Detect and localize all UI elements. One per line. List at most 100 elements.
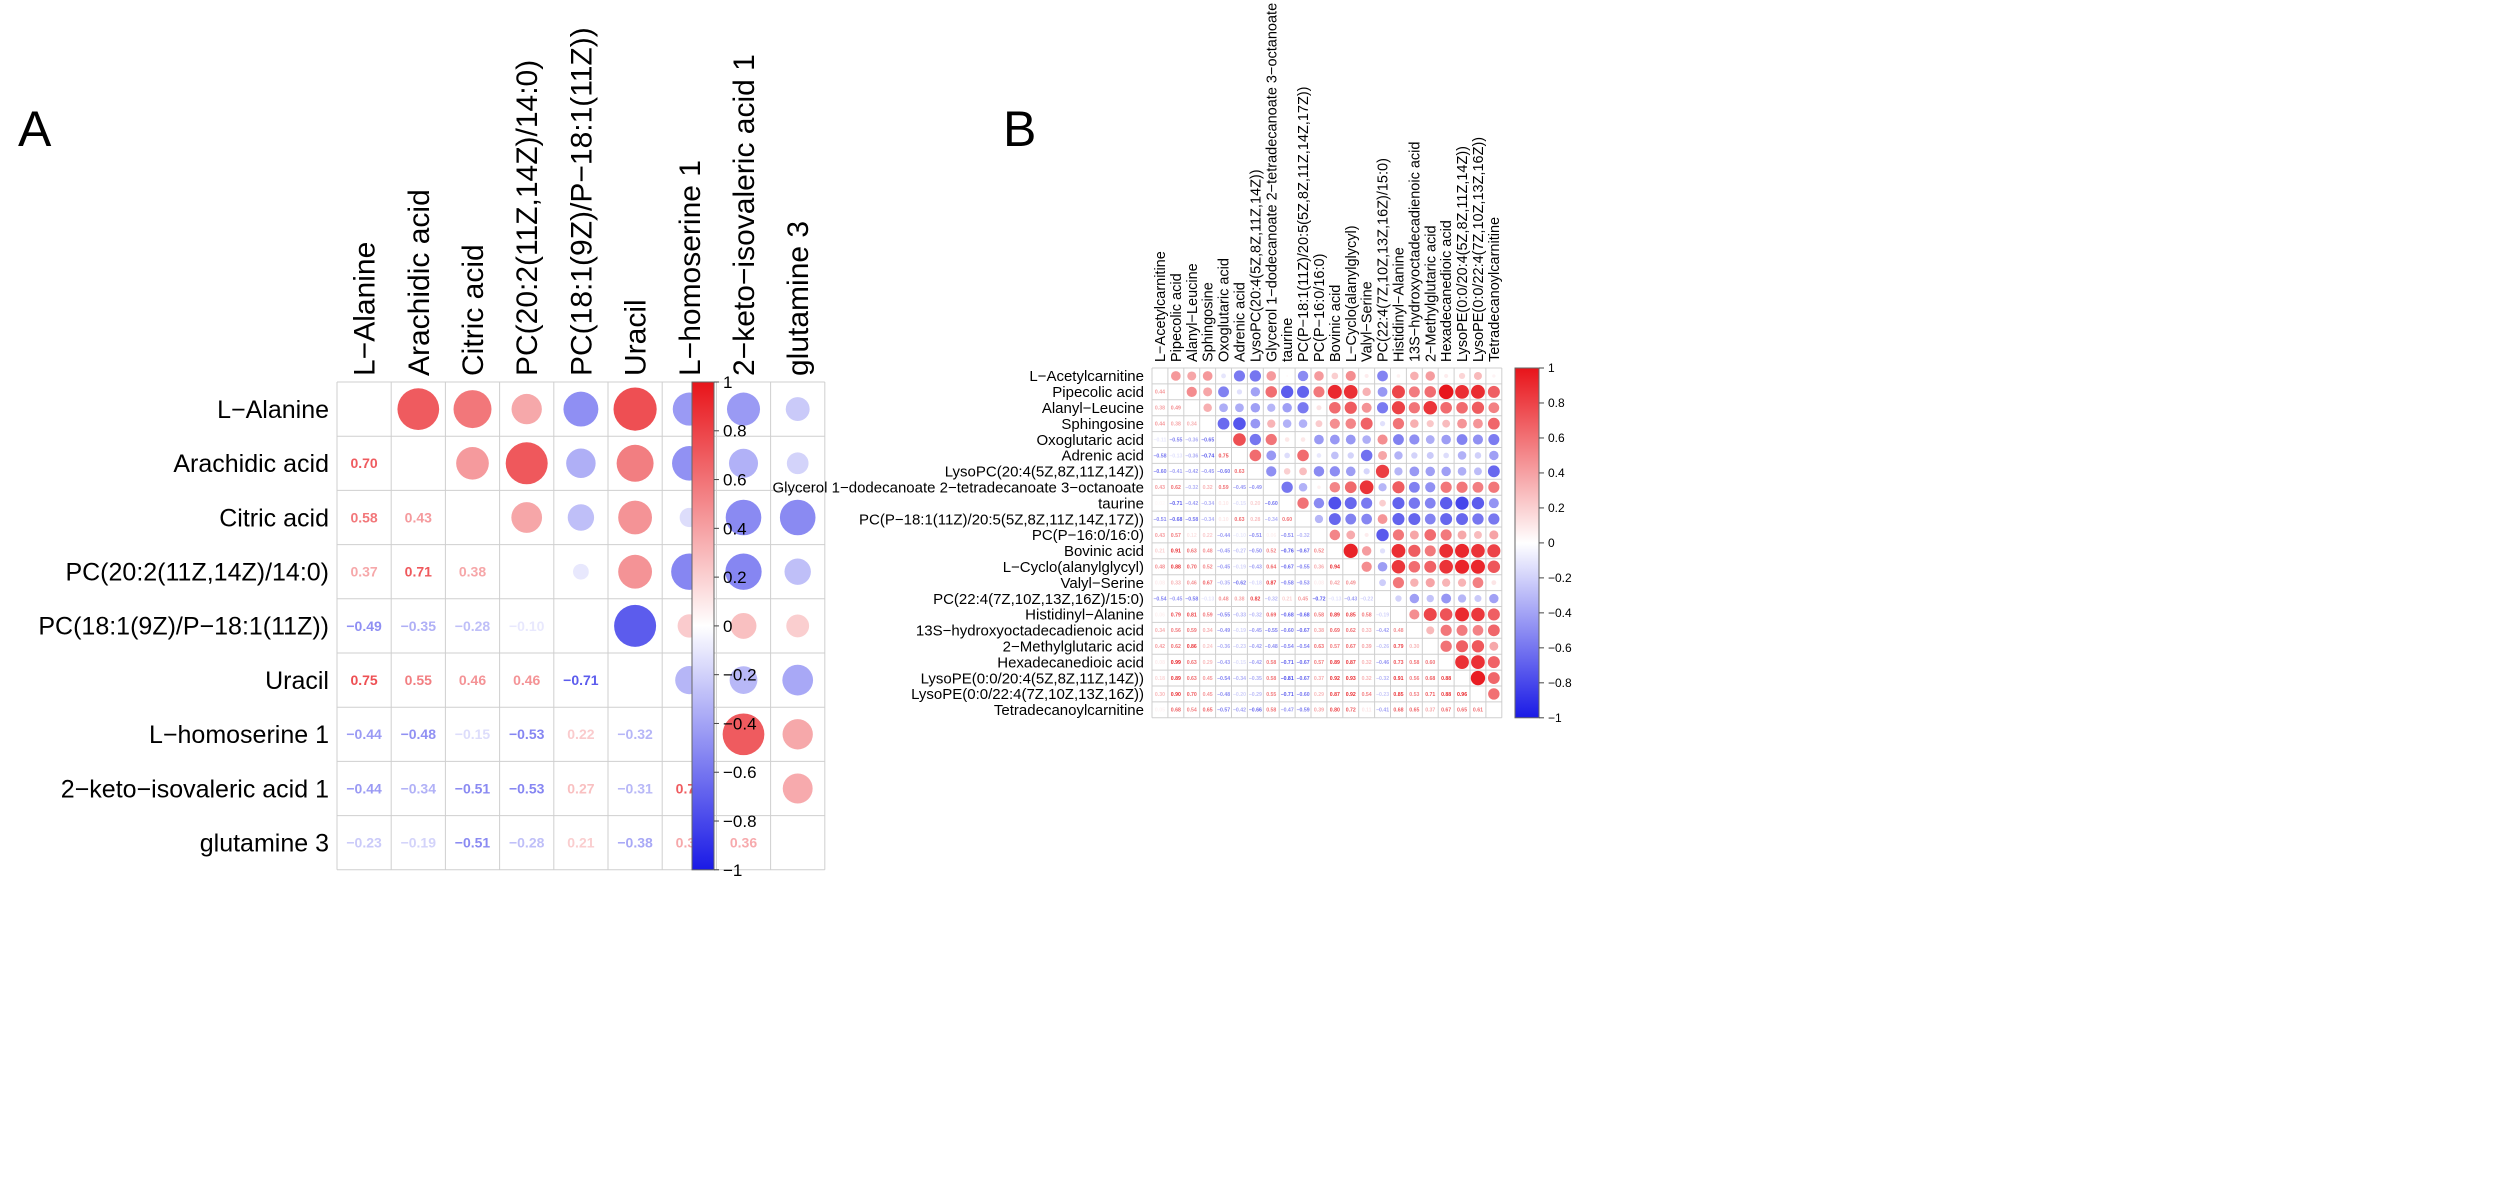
column-label: Alanyl−Leucine — [1185, 263, 1201, 362]
correlation-circle — [1441, 466, 1451, 477]
correlation-value: 0.11 — [1362, 708, 1372, 714]
correlation-value: 0.60 — [1282, 517, 1292, 523]
correlation-value: 0.48 — [1218, 596, 1228, 602]
correlation-circle — [1425, 466, 1435, 477]
row-label: Bovinic acid — [1064, 543, 1144, 560]
correlation-circle — [1426, 420, 1434, 428]
row-label: 2−Methylglutaric acid — [1003, 639, 1144, 656]
correlation-value: 0.38 — [1314, 628, 1324, 634]
correlation-value: 0.58 — [1266, 676, 1276, 682]
row-label: PC(20:2(11Z,14Z)/14:0) — [65, 558, 329, 586]
correlation-circle — [1297, 402, 1309, 414]
row-label: PC(P−16:0/16:0) — [1032, 527, 1144, 544]
correlation-circle — [1284, 437, 1290, 442]
correlation-circle — [1424, 529, 1437, 541]
colorbar-tick-label: 0 — [1548, 536, 1555, 550]
correlation-value: −0.44 — [346, 726, 382, 742]
correlation-circle — [1455, 496, 1469, 510]
correlation-value: −0.28 — [455, 618, 491, 634]
correlation-circle — [1361, 561, 1372, 572]
row-label: L−Alanine — [217, 396, 329, 424]
correlation-value: 0.29 — [1314, 692, 1324, 698]
correlation-circle — [1266, 371, 1277, 381]
correlation-circle — [1488, 402, 1500, 414]
correlation-value: 0.92 — [1330, 676, 1340, 682]
correlation-value: 0.59 — [1203, 612, 1213, 618]
correlation-value: −0.22 — [1360, 596, 1373, 602]
colorbar-tick-label: −0.4 — [1548, 606, 1572, 620]
correlation-circle — [1488, 513, 1500, 525]
correlation-circle — [567, 504, 595, 531]
correlation-circle — [1221, 373, 1226, 379]
correlation-circle — [1329, 529, 1341, 541]
row-label: Glycerol 1−dodecanoate 2−tetradecanoate … — [772, 480, 1144, 497]
correlation-circle — [1489, 593, 1499, 604]
correlation-value: −0.48 — [401, 726, 437, 742]
colorbar-tick-label: 0.6 — [723, 471, 747, 490]
correlation-value: 0.52 — [1203, 565, 1213, 571]
correlation-circle — [1409, 466, 1420, 477]
correlation-circle — [1410, 419, 1419, 428]
correlation-value: −0.15 — [455, 726, 491, 742]
correlation-circle — [1394, 451, 1403, 460]
correlation-value: −0.41 — [1376, 708, 1389, 714]
correlation-circle — [1408, 560, 1421, 573]
row-label: PC(18:1(9Z)/P−18:1(11Z)) — [38, 613, 329, 641]
correlation-circle — [1344, 497, 1357, 510]
correlation-value: −0.51 — [1153, 517, 1166, 523]
correlation-value: −0.71 — [1281, 692, 1294, 698]
correlation-circle — [1391, 401, 1406, 415]
correlation-value: −0.71 — [1281, 660, 1294, 666]
correlation-circle — [1423, 607, 1437, 621]
correlation-circle — [1440, 624, 1452, 636]
correlation-circle — [1455, 655, 1469, 670]
correlation-circle — [1233, 370, 1246, 382]
row-label: Valyl−Serine — [1060, 575, 1144, 592]
colorbar-tick-label: 0.2 — [1548, 501, 1565, 515]
correlation-value: 0.68 — [1171, 708, 1181, 714]
correlation-value: −0.42 — [1249, 644, 1262, 650]
correlation-circle — [1297, 497, 1309, 509]
correlation-circle — [1379, 499, 1386, 507]
correlation-circle — [1376, 402, 1389, 414]
correlation-circle — [1203, 403, 1212, 413]
column-label: PC(P−16:0/16:0) — [1312, 254, 1328, 362]
correlation-value: 0.37 — [1314, 676, 1324, 682]
correlation-value: 0.22 — [567, 726, 594, 742]
correlation-circle — [1345, 513, 1357, 525]
correlation-circle — [613, 387, 657, 431]
correlation-circle — [1377, 434, 1388, 445]
correlation-value: −0.19 — [401, 835, 437, 851]
correlation-circle — [1299, 467, 1307, 476]
correlation-circle — [1424, 513, 1436, 525]
correlation-circle — [1471, 640, 1485, 653]
colorbar-tick-label: 1 — [1548, 361, 1555, 375]
correlation-circle — [1362, 387, 1371, 397]
correlation-value: −0.42 — [1185, 469, 1198, 475]
correlation-circle — [1425, 482, 1436, 493]
correlation-value: 0.34 — [1187, 421, 1197, 427]
correlation-circle — [786, 452, 809, 475]
correlation-circle — [1488, 498, 1499, 509]
correlation-value: −0.76 — [1281, 549, 1294, 555]
correlation-value: −0.50 — [1249, 549, 1262, 555]
correlation-value: 0.33 — [1362, 628, 1372, 634]
correlation-circle — [1474, 452, 1482, 459]
colorbar-tick-label: 0.2 — [723, 568, 747, 587]
column-label: Glycerol 1−dodecanoate 2−tetradecanoate … — [1264, 3, 1280, 362]
correlation-circle — [1426, 594, 1434, 603]
correlation-value: −0.42 — [1376, 628, 1389, 634]
correlation-circle — [1424, 497, 1436, 509]
correlation-circle — [1317, 485, 1321, 490]
correlation-value: −0.58 — [1185, 596, 1198, 602]
correlation-circle — [1392, 497, 1405, 510]
correlation-value: −0.42 — [1233, 708, 1246, 714]
correlation-value: −0.33 — [1233, 612, 1246, 618]
correlation-value: 0.46 — [513, 672, 540, 688]
correlation-circle — [1471, 401, 1485, 414]
correlation-circle — [1282, 419, 1292, 428]
correlation-value: −0.59 — [1296, 708, 1309, 714]
correlation-circle — [1456, 513, 1469, 526]
correlation-value: −0.62 — [1233, 580, 1246, 586]
